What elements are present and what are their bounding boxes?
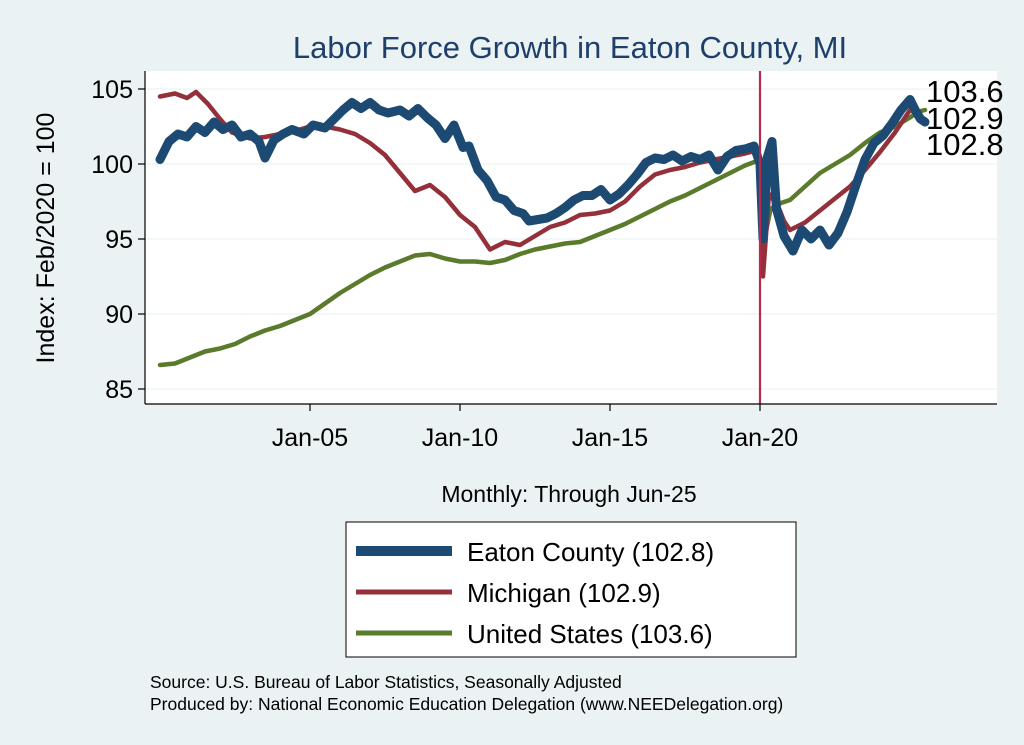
x-tick-label: Jan-05 [272, 424, 348, 452]
series-line-eaton-county [155, 95, 930, 256]
y-tick-label: 105 [91, 76, 133, 104]
x-axis-ticks: Jan-05 Jan-10 Jan-15 Jan-20 [272, 404, 798, 452]
produced-by-line: Produced by: National Economic Education… [150, 694, 783, 714]
legend: Eaton County (102.8) Michigan (102.9) Un… [345, 521, 797, 658]
series-lines [155, 89, 930, 368]
x-axis-note: Monthly: Through Jun-25 [441, 481, 696, 507]
x-tick-label: Jan-10 [422, 424, 498, 452]
plot-area [145, 71, 997, 404]
end-label-michigan: 102.9 [926, 101, 1004, 136]
y-tick-label: 95 [105, 226, 133, 254]
chart-title: Labor Force Growth in Eaton County, MI [293, 30, 847, 65]
y-axis-ticks: 85 90 95 100 105 [91, 76, 145, 404]
end-label-united-states: 103.6 [926, 74, 1004, 109]
y-tick-label: 90 [105, 301, 133, 329]
x-tick-label: Jan-15 [572, 424, 648, 452]
legend-label-united-states: United States (103.6) [467, 619, 713, 649]
y-tick-label: 100 [91, 151, 133, 179]
end-label-eaton-county: 102.8 [926, 127, 1004, 162]
legend-label-eaton-county: Eaton County (102.8) [467, 537, 714, 567]
y-tick-label: 85 [105, 376, 133, 404]
source-line: Source: U.S. Bureau of Labor Statistics,… [150, 672, 622, 692]
legend-label-michigan: Michigan (102.9) [467, 578, 661, 608]
gridlines [145, 88, 997, 390]
y-axis-label: Index: Feb/2020 = 100 [32, 113, 60, 364]
series-line-united-states [157, 107, 928, 368]
x-tick-label: Jan-20 [722, 424, 798, 452]
